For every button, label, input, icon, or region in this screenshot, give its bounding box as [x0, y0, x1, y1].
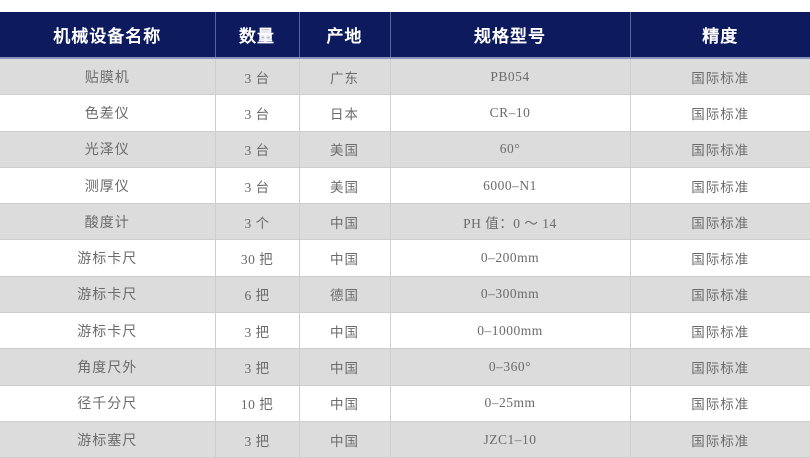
cell-origin: 中国	[299, 312, 391, 350]
column-header-name: 机械设备名称	[0, 12, 216, 58]
table-row: 游标卡尺 30 把中国 0–200mm 国际标准	[0, 239, 810, 277]
cell-origin: 广东	[299, 58, 391, 96]
cell-prec: 国际标准	[630, 203, 810, 241]
cell-qty: 30 把	[215, 239, 300, 277]
cell-origin: 中国	[299, 421, 391, 458]
column-header-qty: 数量	[215, 12, 300, 58]
cell-spec: 6000–N1	[390, 167, 631, 205]
cell-qty: 3 台	[215, 58, 300, 96]
cell-name: 游标塞尺	[0, 421, 216, 458]
cell-name: 角度尺外	[0, 348, 216, 386]
cell-qty: 3 台	[215, 167, 300, 205]
cell-origin: 美国	[299, 131, 391, 168]
cell-origin: 中国	[299, 385, 391, 422]
cell-name: 径千分尺	[0, 385, 216, 422]
cell-spec: 0–360°	[390, 348, 631, 386]
cell-origin: 美国	[299, 167, 391, 205]
cell-qty: 3 个	[215, 203, 300, 241]
equipment-table-container: 机械设备名称 数量 产地 规格型号 精度 贴膜机 3 台广东 PB054 国际标准 色差…	[0, 12, 810, 458]
cell-name: 贴膜机	[0, 58, 216, 96]
cell-spec: 60°	[390, 131, 631, 168]
cell-name: 色差仪	[0, 94, 216, 132]
cell-name: 游标卡尺	[0, 239, 216, 277]
column-header-spec: 规格型号	[390, 12, 631, 58]
cell-spec: 0–300mm	[390, 276, 631, 314]
cell-qty: 3 把	[215, 421, 300, 458]
cell-qty: 6 把	[215, 276, 300, 314]
cell-spec: CR–10	[390, 94, 631, 132]
cell-name: 游标卡尺	[0, 312, 216, 350]
cell-spec: 0–200mm	[390, 239, 631, 277]
cell-spec: 0–1000mm	[390, 312, 631, 350]
cell-name: 光泽仪	[0, 131, 216, 168]
cell-qty: 3 把	[215, 312, 300, 350]
cell-origin: 德国	[299, 276, 391, 314]
cell-origin: 中国	[299, 239, 391, 277]
cell-spec: 0–25mm	[390, 385, 631, 422]
cell-qty: 3 把	[215, 348, 300, 386]
cell-prec: 国际标准	[630, 131, 810, 168]
table-body: 贴膜机 3 台广东 PB054 国际标准 色差仪 3 台日本 CR–10 国际标准 光泽仪 3 台…	[0, 58, 810, 458]
table-row: 测厚仪 3 台美国 6000–N1 国际标准	[0, 167, 810, 205]
column-header-prec: 精度	[630, 12, 810, 58]
cell-prec: 国际标准	[630, 167, 810, 205]
table-header: 机械设备名称 数量 产地 规格型号 精度	[0, 12, 810, 58]
cell-prec: 国际标准	[630, 312, 810, 350]
cell-qty: 10 把	[215, 385, 300, 422]
cell-spec: JZC1–10	[390, 421, 631, 458]
cell-qty: 3 台	[215, 94, 300, 132]
cell-origin: 中国	[299, 348, 391, 386]
cell-prec: 国际标准	[630, 421, 810, 458]
table-header-row: 机械设备名称 数量 产地 规格型号 精度	[0, 12, 810, 58]
cell-prec: 国际标准	[630, 276, 810, 314]
cell-spec: PH 值：0 ～ 14	[390, 203, 631, 241]
table-row: 径千分尺 10 把中国 0–25mm 国际标准	[0, 385, 810, 422]
table-row: 游标卡尺 3 把中国 0–1000mm 国际标准	[0, 312, 810, 350]
cell-name: 测厚仪	[0, 167, 216, 205]
cell-name: 酸度计	[0, 203, 216, 241]
cell-prec: 国际标准	[630, 348, 810, 386]
cell-prec: 国际标准	[630, 94, 810, 132]
column-header-origin: 产地	[299, 12, 391, 58]
cell-origin: 日本	[299, 94, 391, 132]
equipment-spec-table: 机械设备名称 数量 产地 规格型号 精度 贴膜机 3 台广东 PB054 国际标准 色差…	[0, 12, 810, 458]
table-row: 贴膜机 3 台广东 PB054 国际标准	[0, 58, 810, 96]
table-row: 角度尺外 3 把中国 0–360° 国际标准	[0, 348, 810, 386]
table-row: 光泽仪 3 台美国 60° 国际标准	[0, 131, 810, 168]
table-row: 游标卡尺 6 把德国 0–300mm 国际标准	[0, 276, 810, 314]
cell-spec: PB054	[390, 58, 631, 96]
cell-prec: 国际标准	[630, 239, 810, 277]
table-row: 游标塞尺 3 把中国 JZC1–10 国际标准	[0, 421, 810, 458]
cell-prec: 国际标准	[630, 385, 810, 422]
cell-name: 游标卡尺	[0, 276, 216, 314]
cell-origin: 中国	[299, 203, 391, 241]
cell-qty: 3 台	[215, 131, 300, 168]
cell-prec: 国际标准	[630, 58, 810, 96]
table-row: 色差仪 3 台日本 CR–10 国际标准	[0, 94, 810, 132]
table-row: 酸度计 3 个中国 PH 值：0 ～ 14 国际标准	[0, 203, 810, 241]
